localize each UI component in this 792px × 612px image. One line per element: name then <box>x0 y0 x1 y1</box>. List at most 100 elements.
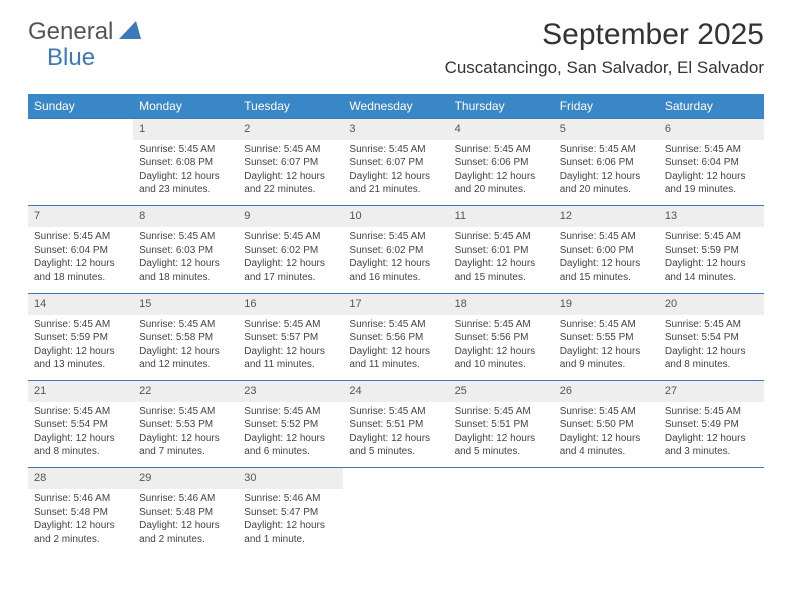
day-content-cell <box>554 489 659 555</box>
day-number-cell <box>554 468 659 489</box>
day-content-cell: Sunrise: 5:45 AMSunset: 5:58 PMDaylight:… <box>133 315 238 381</box>
day-number-cell <box>449 468 554 489</box>
daylight-text: Daylight: 12 hours and 1 minute. <box>244 519 337 546</box>
sunset-text: Sunset: 5:48 PM <box>34 506 127 520</box>
day-number-cell: 8 <box>133 206 238 227</box>
day-content-cell: Sunrise: 5:45 AMSunset: 5:50 PMDaylight:… <box>554 402 659 468</box>
sunset-text: Sunset: 5:58 PM <box>139 331 232 345</box>
sunset-text: Sunset: 5:50 PM <box>560 418 653 432</box>
day-number-cell: 12 <box>554 206 659 227</box>
daylight-text: Daylight: 12 hours and 7 minutes. <box>139 432 232 459</box>
sunrise-text: Sunrise: 5:45 AM <box>665 230 758 244</box>
sunset-text: Sunset: 5:51 PM <box>349 418 442 432</box>
sunset-text: Sunset: 5:59 PM <box>665 244 758 258</box>
day-content-cell: Sunrise: 5:45 AMSunset: 5:52 PMDaylight:… <box>238 402 343 468</box>
day-content-cell: Sunrise: 5:46 AMSunset: 5:48 PMDaylight:… <box>133 489 238 555</box>
daylight-text: Daylight: 12 hours and 11 minutes. <box>244 345 337 372</box>
day-content-cell: Sunrise: 5:45 AMSunset: 6:02 PMDaylight:… <box>343 227 448 293</box>
sunrise-text: Sunrise: 5:45 AM <box>560 405 653 419</box>
sunrise-text: Sunrise: 5:45 AM <box>244 318 337 332</box>
day-number-cell: 9 <box>238 206 343 227</box>
day-content-cell: Sunrise: 5:45 AMSunset: 6:06 PMDaylight:… <box>449 140 554 206</box>
day-content-cell <box>449 489 554 555</box>
day-content-cell: Sunrise: 5:45 AMSunset: 6:06 PMDaylight:… <box>554 140 659 206</box>
sunrise-text: Sunrise: 5:45 AM <box>244 143 337 157</box>
day-number-cell: 27 <box>659 381 764 402</box>
day-number-cell: 30 <box>238 468 343 489</box>
daylight-text: Daylight: 12 hours and 3 minutes. <box>665 432 758 459</box>
weekday-header: Sunday <box>28 94 133 119</box>
sunset-text: Sunset: 5:54 PM <box>34 418 127 432</box>
sunset-text: Sunset: 5:55 PM <box>560 331 653 345</box>
day-content-cell <box>343 489 448 555</box>
sunset-text: Sunset: 6:02 PM <box>244 244 337 258</box>
daylight-text: Daylight: 12 hours and 11 minutes. <box>349 345 442 372</box>
daylight-text: Daylight: 12 hours and 2 minutes. <box>139 519 232 546</box>
day-content-row: Sunrise: 5:45 AMSunset: 5:59 PMDaylight:… <box>28 315 764 381</box>
weekday-header: Saturday <box>659 94 764 119</box>
day-number-cell: 29 <box>133 468 238 489</box>
sunset-text: Sunset: 5:51 PM <box>455 418 548 432</box>
sunset-text: Sunset: 5:57 PM <box>244 331 337 345</box>
daylight-text: Daylight: 12 hours and 5 minutes. <box>455 432 548 459</box>
daylight-text: Daylight: 12 hours and 5 minutes. <box>349 432 442 459</box>
sunset-text: Sunset: 6:06 PM <box>560 156 653 170</box>
day-content-cell: Sunrise: 5:45 AMSunset: 5:56 PMDaylight:… <box>449 315 554 381</box>
sunrise-text: Sunrise: 5:45 AM <box>139 230 232 244</box>
day-number-cell: 23 <box>238 381 343 402</box>
day-content-row: Sunrise: 5:45 AMSunset: 5:54 PMDaylight:… <box>28 402 764 468</box>
sunset-text: Sunset: 5:47 PM <box>244 506 337 520</box>
day-content-cell: Sunrise: 5:45 AMSunset: 5:59 PMDaylight:… <box>28 315 133 381</box>
weekday-header: Thursday <box>449 94 554 119</box>
logo-sub-wrap: Blue <box>46 44 95 72</box>
day-number-cell: 1 <box>133 119 238 140</box>
sunrise-text: Sunrise: 5:45 AM <box>665 318 758 332</box>
day-number-cell: 14 <box>28 293 133 314</box>
sunset-text: Sunset: 6:06 PM <box>455 156 548 170</box>
day-content-row: Sunrise: 5:45 AMSunset: 6:04 PMDaylight:… <box>28 227 764 293</box>
logo: General <box>28 18 143 46</box>
day-number-cell: 20 <box>659 293 764 314</box>
calendar-body: 123456Sunrise: 5:45 AMSunset: 6:08 PMDay… <box>28 119 764 556</box>
sunrise-text: Sunrise: 5:45 AM <box>349 318 442 332</box>
day-content-cell: Sunrise: 5:45 AMSunset: 6:07 PMDaylight:… <box>238 140 343 206</box>
sunrise-text: Sunrise: 5:45 AM <box>665 143 758 157</box>
daylight-text: Daylight: 12 hours and 8 minutes. <box>665 345 758 372</box>
day-content-cell: Sunrise: 5:45 AMSunset: 6:04 PMDaylight:… <box>659 140 764 206</box>
sunset-text: Sunset: 5:56 PM <box>349 331 442 345</box>
logo-triangle-icon <box>119 21 141 44</box>
day-content-row: Sunrise: 5:45 AMSunset: 6:08 PMDaylight:… <box>28 140 764 206</box>
day-content-cell: Sunrise: 5:45 AMSunset: 5:56 PMDaylight:… <box>343 315 448 381</box>
daylight-text: Daylight: 12 hours and 14 minutes. <box>665 257 758 284</box>
daylight-text: Daylight: 12 hours and 19 minutes. <box>665 170 758 197</box>
daylight-text: Daylight: 12 hours and 22 minutes. <box>244 170 337 197</box>
sunrise-text: Sunrise: 5:45 AM <box>34 405 127 419</box>
sunrise-text: Sunrise: 5:45 AM <box>139 405 232 419</box>
day-number-cell: 13 <box>659 206 764 227</box>
day-content-cell <box>659 489 764 555</box>
sunrise-text: Sunrise: 5:45 AM <box>455 230 548 244</box>
day-number-cell: 2 <box>238 119 343 140</box>
daylight-text: Daylight: 12 hours and 4 minutes. <box>560 432 653 459</box>
day-content-cell: Sunrise: 5:45 AMSunset: 5:54 PMDaylight:… <box>659 315 764 381</box>
daylight-text: Daylight: 12 hours and 6 minutes. <box>244 432 337 459</box>
day-number-cell: 19 <box>554 293 659 314</box>
daylight-text: Daylight: 12 hours and 9 minutes. <box>560 345 653 372</box>
weekday-row: SundayMondayTuesdayWednesdayThursdayFrid… <box>28 94 764 119</box>
sunrise-text: Sunrise: 5:45 AM <box>455 143 548 157</box>
day-number-cell: 18 <box>449 293 554 314</box>
day-number-cell: 11 <box>449 206 554 227</box>
sunrise-text: Sunrise: 5:46 AM <box>139 492 232 506</box>
day-number-cell: 22 <box>133 381 238 402</box>
day-content-cell: Sunrise: 5:45 AMSunset: 6:01 PMDaylight:… <box>449 227 554 293</box>
sunrise-text: Sunrise: 5:45 AM <box>244 405 337 419</box>
day-number-cell <box>28 119 133 140</box>
sunrise-text: Sunrise: 5:45 AM <box>34 318 127 332</box>
day-content-cell: Sunrise: 5:45 AMSunset: 5:51 PMDaylight:… <box>449 402 554 468</box>
calendar-head: SundayMondayTuesdayWednesdayThursdayFrid… <box>28 94 764 119</box>
logo-text-main: General <box>28 18 113 46</box>
day-content-cell: Sunrise: 5:46 AMSunset: 5:47 PMDaylight:… <box>238 489 343 555</box>
sunset-text: Sunset: 6:00 PM <box>560 244 653 258</box>
day-number-cell: 15 <box>133 293 238 314</box>
day-number-cell: 16 <box>238 293 343 314</box>
